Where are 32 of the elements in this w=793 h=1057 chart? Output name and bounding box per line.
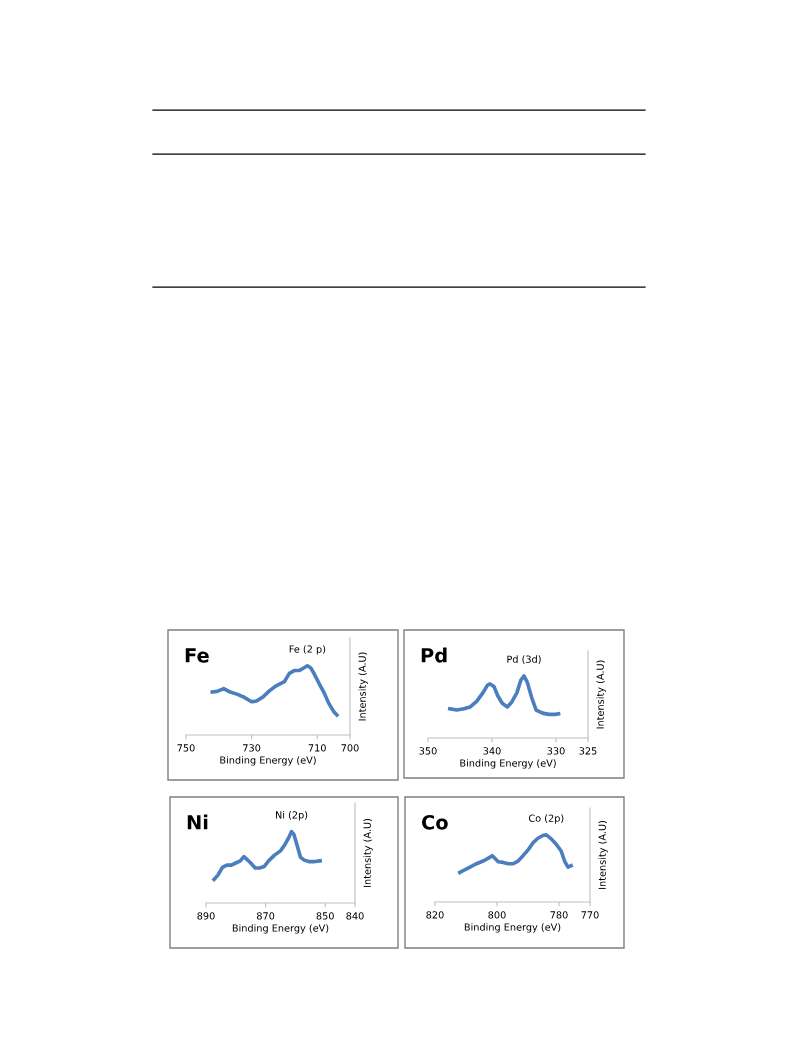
x-tick-label: 730	[243, 744, 261, 752]
x-tick-label: 820	[426, 911, 444, 919]
x-tick-label: 890	[197, 912, 215, 920]
x-axis-title: Binding Energy (eV)	[220, 756, 316, 766]
x-tick-label: 850	[316, 912, 334, 920]
y-axis-title: Intensity (A.U)	[363, 818, 373, 887]
y-axis-title: Intensity (A.U)	[596, 660, 606, 729]
chart-title: Pd	[421, 647, 447, 663]
annotation: Ni (2p)	[275, 811, 308, 821]
x-axis-title: Binding Energy (eV)	[460, 759, 556, 769]
x-axis-title: Binding Energy (eV)	[464, 923, 561, 933]
x-tick-label: 350	[419, 747, 437, 755]
x-tick-label: 750	[177, 744, 195, 752]
x-tick-label: 710	[308, 744, 326, 752]
x-axis-title: Binding Energy (eV)	[232, 924, 329, 934]
y-axis-title: Intensity (A.U)	[598, 820, 608, 889]
x-tick-label: 700	[341, 744, 359, 752]
y-axis-title: Intensity (A.U)	[358, 652, 368, 721]
chart-title: Co	[421, 814, 448, 830]
chart-title: Ni	[187, 814, 208, 830]
x-tick-label: 870	[256, 912, 275, 920]
x-tick-label: 325	[579, 747, 597, 755]
annotation: Fe (2 p)	[289, 645, 326, 655]
x-tick-label: 840	[346, 912, 364, 920]
chart-title: Fe	[185, 648, 209, 663]
x-tick-label: 800	[488, 911, 506, 919]
annotation: Pd (3d)	[507, 655, 541, 665]
x-tick-label: 340	[483, 747, 501, 755]
x-tick-label: 780	[550, 911, 568, 919]
annotation: Co (2p)	[528, 814, 564, 824]
x-tick-label: 330	[547, 747, 565, 755]
x-tick-label: 770	[581, 911, 599, 919]
